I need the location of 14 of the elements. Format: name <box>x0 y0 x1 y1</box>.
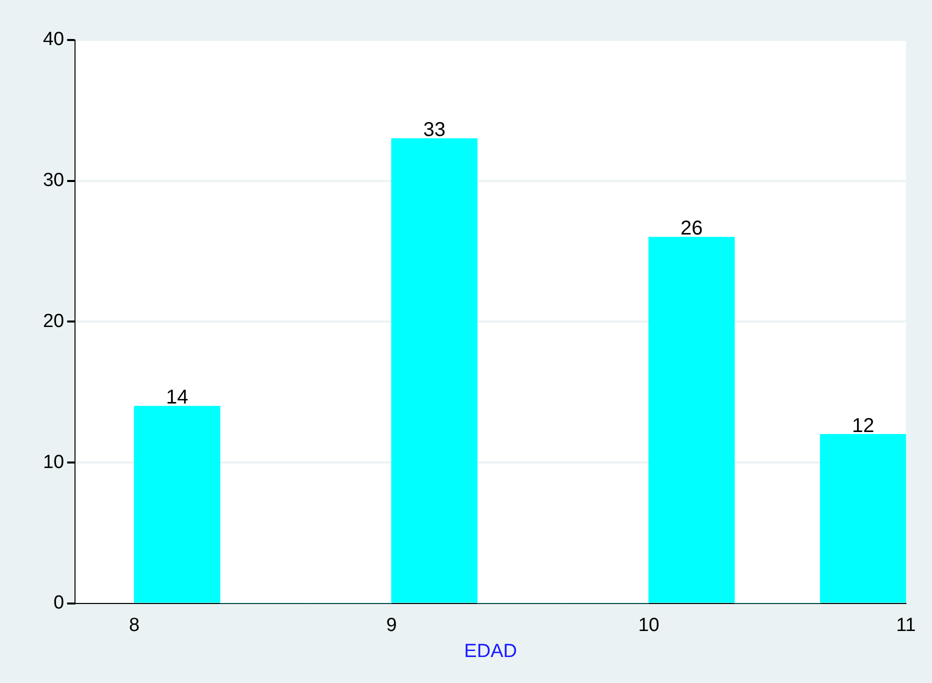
y-tick-label: 10 <box>42 452 64 473</box>
y-tick-label: 0 <box>54 592 64 614</box>
x-tick-label: 9 <box>386 615 397 636</box>
data-label: 33 <box>423 119 446 142</box>
data-label: 12 <box>852 414 874 437</box>
x-tick-label: 8 <box>129 615 140 636</box>
data-label: 14 <box>166 386 188 409</box>
x-tick-label: 11 <box>896 615 916 636</box>
y-tick-label: 40 <box>42 29 64 50</box>
y-tick-label: 20 <box>42 310 64 332</box>
x-axis-title: EDAD <box>464 640 517 662</box>
y-tick-label: 30 <box>42 170 64 192</box>
x-tick-label: 10 <box>638 615 660 636</box>
data-label: 26 <box>680 218 703 240</box>
